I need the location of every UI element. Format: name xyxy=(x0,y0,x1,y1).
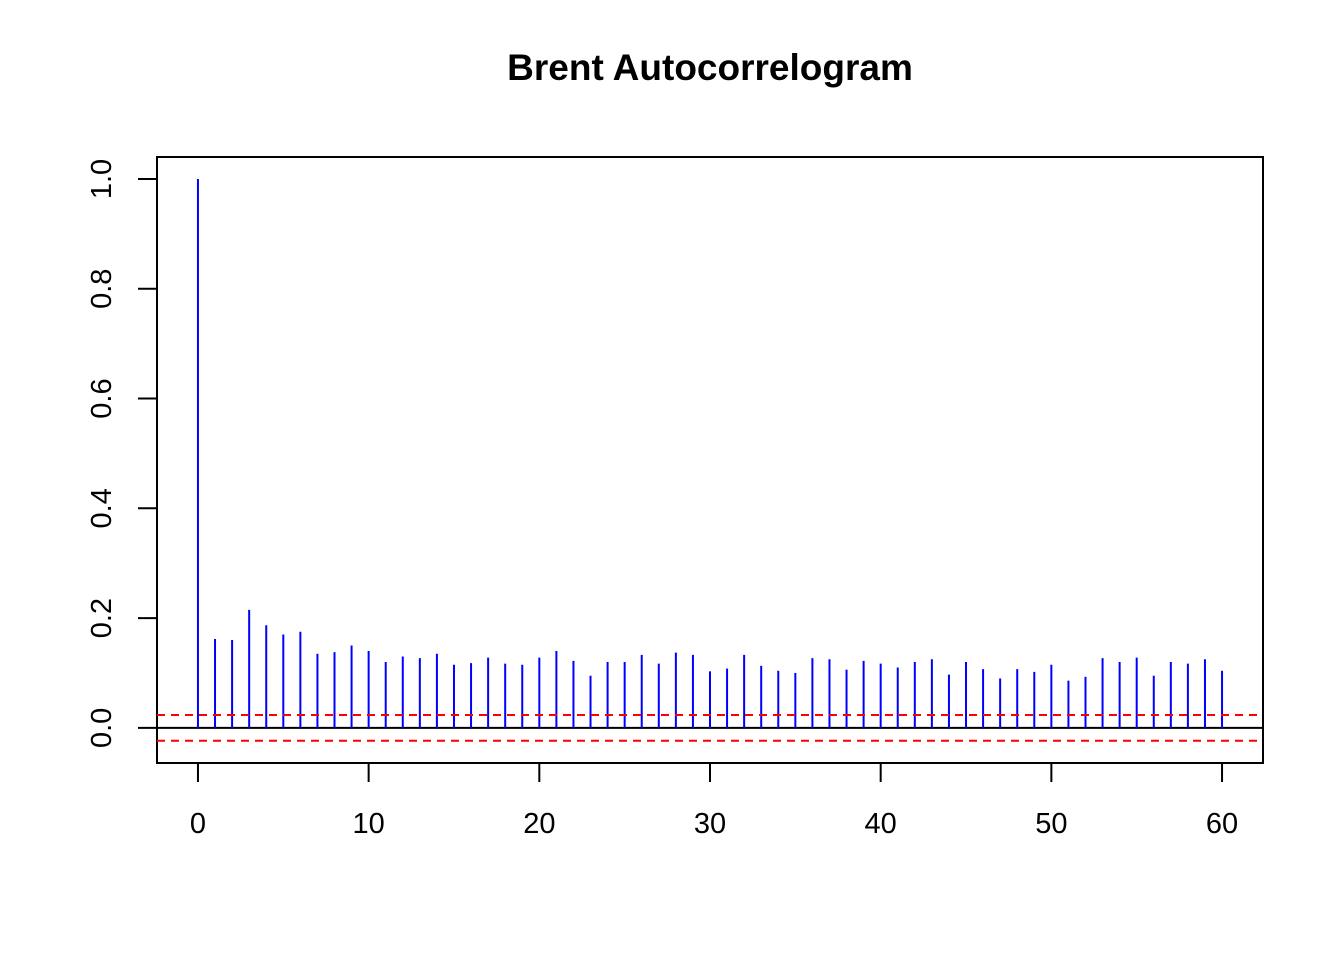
acf-bars xyxy=(196,178,1224,728)
x-axis: 0 10 20 30 40 50 60 xyxy=(190,762,1238,840)
y-axis: 0.0 0.2 0.4 0.6 0.8 1.0 xyxy=(86,159,158,748)
x-tick-label: 60 xyxy=(1206,808,1238,840)
x-tick-label: 30 xyxy=(694,808,726,840)
x-tick-label: 0 xyxy=(190,808,206,840)
x-tick-label: 50 xyxy=(1035,808,1067,840)
x-tick-label: 20 xyxy=(523,808,555,840)
y-tick-label: 0.6 xyxy=(86,378,118,418)
chart-title: Brent Autocorrelogram xyxy=(507,47,913,88)
y-tick-label: 0.0 xyxy=(86,708,118,748)
y-tick-label: 0.2 xyxy=(86,598,118,638)
y-tick-label: 0.4 xyxy=(86,488,118,528)
x-tick-label: 40 xyxy=(865,808,897,840)
confidence-bounds xyxy=(157,713,1263,742)
y-tick-label: 1.0 xyxy=(86,159,118,199)
x-tick-label: 10 xyxy=(353,808,385,840)
y-tick-label: 0.8 xyxy=(86,269,118,309)
